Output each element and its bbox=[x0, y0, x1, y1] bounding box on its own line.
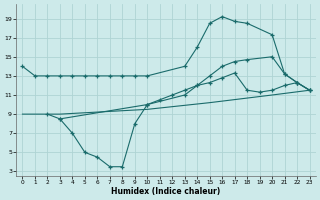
X-axis label: Humidex (Indice chaleur): Humidex (Indice chaleur) bbox=[111, 187, 221, 196]
